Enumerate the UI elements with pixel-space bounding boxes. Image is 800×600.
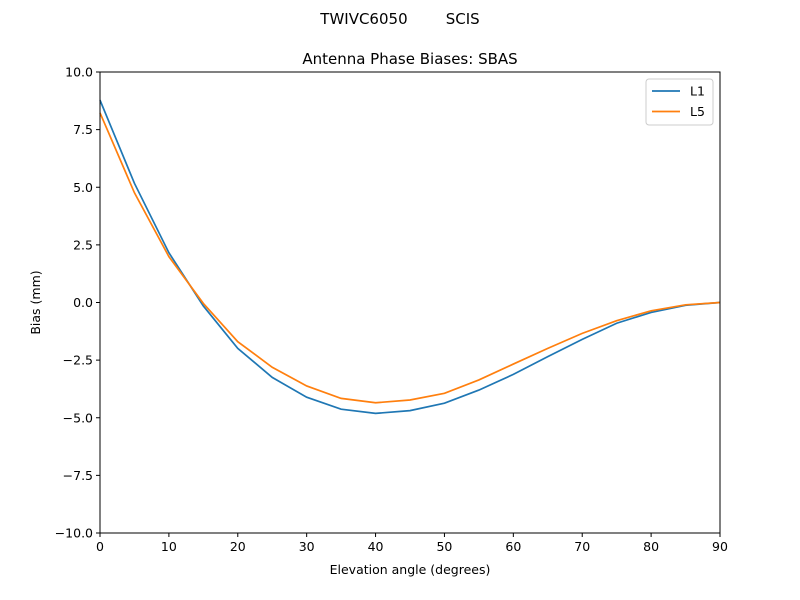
x-axis-label: Elevation angle (degrees) bbox=[330, 562, 491, 577]
y-tick-label: 10.0 bbox=[65, 65, 93, 80]
y-tick-label: 2.5 bbox=[73, 237, 93, 252]
x-tick-label: 90 bbox=[712, 539, 728, 554]
legend-label-l5: L5 bbox=[690, 104, 705, 119]
x-tick-label: 10 bbox=[161, 539, 177, 554]
x-tick-label: 30 bbox=[299, 539, 315, 554]
y-tick-label: −5.0 bbox=[63, 410, 93, 425]
y-axis-label: Bias (mm) bbox=[28, 270, 43, 334]
plot-frame bbox=[99, 71, 721, 534]
suptitle: TWIVC6050 SCIS bbox=[319, 10, 479, 28]
y-tick-label: 5.0 bbox=[73, 180, 93, 195]
x-tick-label: 0 bbox=[96, 539, 104, 554]
series-line-l1 bbox=[99, 99, 721, 415]
x-tick-label: 20 bbox=[230, 539, 246, 554]
y-tick-label: 0.0 bbox=[73, 295, 93, 310]
x-tick-label: 60 bbox=[505, 539, 521, 554]
x-tick-label: 70 bbox=[574, 539, 590, 554]
y-tick-label: −7.5 bbox=[63, 468, 93, 483]
x-tick-label: 50 bbox=[436, 539, 452, 554]
y-tick-label: 7.5 bbox=[73, 122, 93, 137]
chart-title: Antenna Phase Biases: SBAS bbox=[302, 50, 517, 68]
y-tick-label: −10.0 bbox=[55, 526, 93, 541]
series-line-l5 bbox=[99, 112, 721, 404]
y-tick-label: −2.5 bbox=[63, 353, 93, 368]
legend-label-l1: L1 bbox=[690, 84, 705, 99]
x-tick-label: 80 bbox=[643, 539, 659, 554]
x-tick-label: 40 bbox=[368, 539, 384, 554]
